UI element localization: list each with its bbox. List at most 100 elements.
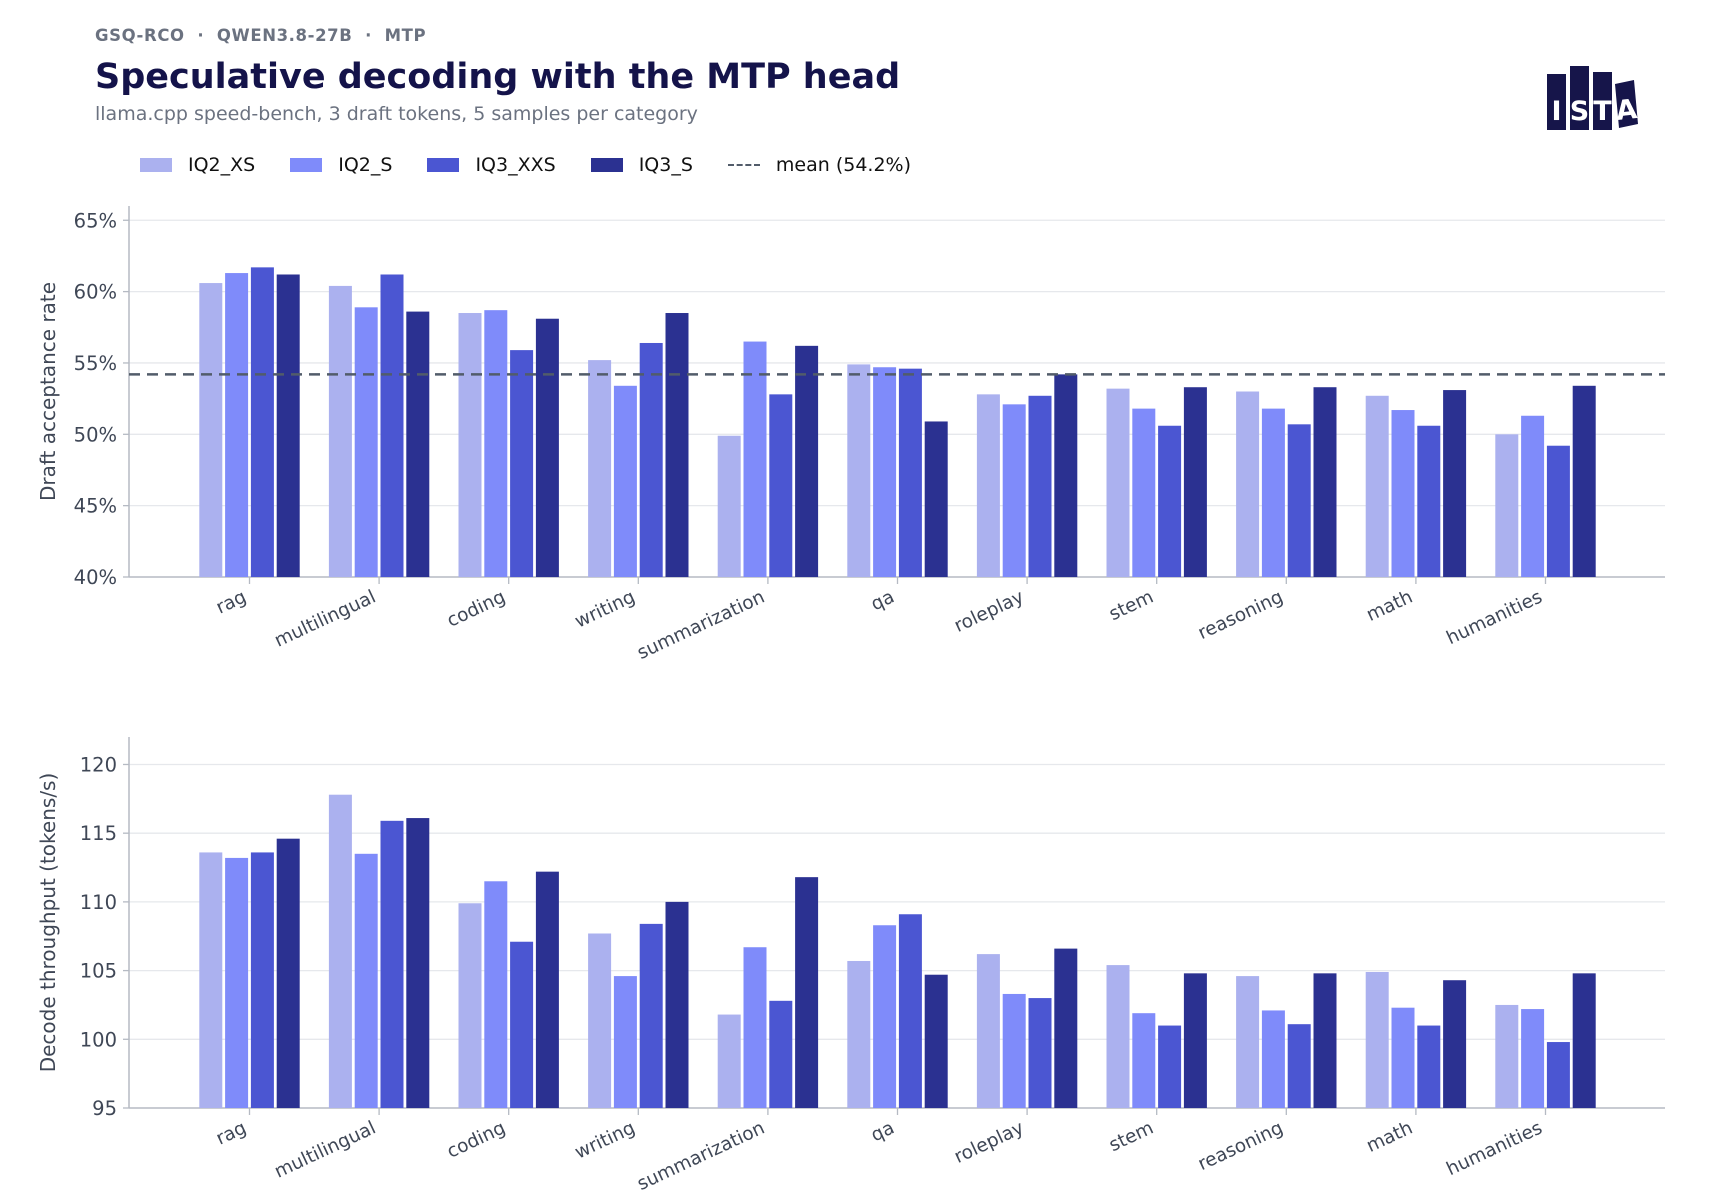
acceptance-bar [1236,391,1260,577]
acceptance-bar [1443,390,1467,577]
acceptance-bar [976,394,1000,577]
throughput-bar [484,881,508,1108]
acceptance-bar [354,307,378,577]
acceptance-bar [199,283,223,577]
legend-swatch [140,158,172,172]
acceptance-y-tick-label: 45% [74,495,117,518]
throughput-bar [1443,980,1467,1108]
legend-label: IQ2_XS [188,154,256,176]
legend-label: mean (54.2%) [775,154,912,176]
throughput-category-label: rag [213,1117,250,1149]
throughput-category-label: coding [444,1117,509,1162]
acceptance-bar [276,274,300,577]
throughput-bar [276,838,300,1108]
acceptance-y-tick-label: 65% [74,209,117,232]
legend-item-iq3-xxs: IQ3_XXS [427,154,556,176]
acceptance-category-label: multilingual [271,586,379,651]
throughput-category-label: writing [572,1117,639,1163]
throughput-category-label: roleplay [951,1117,1027,1167]
acceptance-bar [1158,425,1182,577]
acceptance-bar [1391,410,1415,577]
throughput-bar [1287,1024,1311,1108]
acceptance-bar [665,313,689,577]
throughput-bar [924,974,948,1108]
legend-item-mean: mean (54.2%) [727,154,912,176]
throughput-bar [199,852,223,1108]
acceptance-bar [1417,425,1441,577]
throughput-bar [847,960,871,1108]
throughput-bar [769,1000,793,1108]
throughput-y-tick-label: 120 [80,753,117,776]
chart-title: Speculative decoding with the MTP head [95,57,901,97]
acceptance-bar [250,267,274,577]
throughput-bar [535,871,559,1108]
logo-letter-a: A [1614,94,1638,127]
throughput-bar [225,857,249,1108]
acceptance-y-tick-label: 40% [74,566,117,589]
acceptance-bar [717,435,741,577]
acceptance-y-tick-label: 50% [74,423,117,446]
throughput-bar [1236,976,1260,1108]
acceptance-bar [1495,434,1519,577]
legend-swatch [590,158,623,172]
throughput-bar [1391,1007,1415,1108]
chart-kicker: GSQ-RCO · QWEN3.8-27B · MTP [95,26,427,45]
acceptance-bar [873,367,897,577]
throughput-bar [1261,1010,1285,1108]
acceptance-bar [510,350,534,577]
acceptance-bar [1054,374,1078,577]
throughput-bar [354,853,378,1108]
acceptance-bar [847,364,871,577]
acceptance-category-label: coding [444,586,509,631]
throughput-bar [639,923,663,1108]
throughput-bar [458,903,482,1108]
throughput-y-tick-label: 100 [80,1028,117,1051]
acceptance-bar [898,368,922,577]
acceptance-y-axis-title: Draft acceptance rate [36,282,60,501]
throughput-bar [717,1014,741,1108]
acceptance-category-label: reasoning [1195,586,1287,644]
acceptance-bar [639,342,663,577]
acceptance-y-tick-label: 60% [74,281,117,304]
throughput-bar [1028,998,1052,1108]
throughput-category-label: math [1363,1117,1416,1156]
throughput-bar [1417,1025,1441,1108]
throughput-bar [1495,1004,1519,1108]
acceptance-bar [225,273,249,577]
throughput-y-tick-label: 95 [92,1097,117,1120]
throughput-category-label: multilingual [271,1117,379,1182]
acceptance-bar [743,341,767,577]
acceptance-category-label: writing [572,586,639,632]
acceptance-bar [924,421,948,577]
legend-swatch [427,158,460,172]
chart-header: GSQ-RCO · QWEN3.8-27B · MTP Speculative … [95,26,900,125]
legend-label: IQ3_XXS [475,154,556,176]
throughput-bar [613,976,637,1108]
acceptance-bar [1028,395,1052,577]
acceptance-category-label: humanities [1443,586,1545,649]
acceptance-bar [406,311,430,577]
acceptance-bar [380,274,404,577]
logo-letter-s: S [1570,96,1589,127]
legend-label: IQ2_S [338,154,393,176]
throughput-category-label: stem [1106,1117,1157,1156]
throughput-bar [1365,971,1389,1108]
legend-mean-swatch [727,164,760,166]
acceptance-y-tick-label: 55% [74,352,117,375]
throughput-bar [328,794,352,1108]
throughput-bar [1054,948,1078,1108]
throughput-bar [1158,1025,1182,1108]
acceptance-category-label: summarization [634,586,768,663]
acceptance-bar [1313,387,1337,577]
throughput-bar [1106,965,1130,1108]
acceptance-bar [1132,408,1156,577]
acceptance-category-label: stem [1106,586,1157,625]
logo-letter-i: I [1551,96,1561,127]
throughput-bar [1572,973,1596,1108]
throughput-bar [1002,993,1026,1108]
acceptance-bar [1365,395,1389,577]
throughput-bar [406,818,430,1108]
throughput-bar [976,954,1000,1108]
acceptance-bar [769,394,793,577]
